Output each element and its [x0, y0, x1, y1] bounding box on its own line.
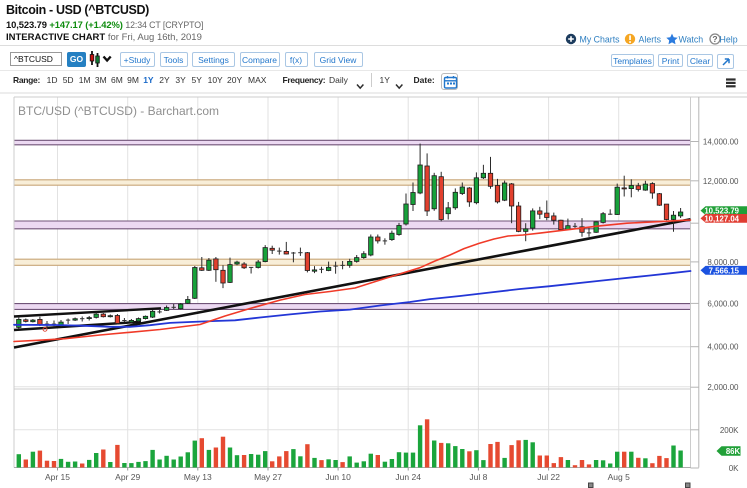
svg-text:Apr 29: Apr 29 — [115, 472, 140, 482]
svg-text:Help: Help — [720, 34, 738, 44]
svg-text:Jun 10: Jun 10 — [325, 472, 351, 482]
svg-text:8,000.00: 8,000.00 — [707, 258, 739, 267]
svg-text:?: ? — [712, 34, 717, 44]
svg-text:10,523.79: 10,523.79 — [704, 207, 739, 216]
svg-text:My Charts: My Charts — [580, 34, 621, 44]
svg-text:Alerts: Alerts — [639, 34, 662, 44]
svg-text:Jun 24: Jun 24 — [395, 472, 421, 482]
svg-text:6,000.00: 6,000.00 — [707, 299, 739, 308]
svg-text:86K: 86K — [726, 447, 741, 456]
svg-text:7,566.15: 7,566.15 — [709, 266, 740, 275]
svg-text:Watch: Watch — [679, 34, 704, 44]
svg-text:Jul 22: Jul 22 — [537, 472, 560, 482]
svg-text:Aug 5: Aug 5 — [608, 472, 630, 482]
svg-text:2,000.00: 2,000.00 — [707, 383, 739, 392]
svg-text:4,000.00: 4,000.00 — [707, 343, 739, 352]
svg-text:May 27: May 27 — [254, 472, 282, 482]
svg-text:14,000.00: 14,000.00 — [703, 138, 739, 147]
svg-text:BTC/USD (^BTCUSD) - Barchart.c: BTC/USD (^BTCUSD) - Barchart.com — [18, 104, 219, 118]
svg-text:0K: 0K — [729, 464, 739, 473]
svg-text:Apr 15: Apr 15 — [45, 472, 70, 482]
svg-text:10,127.04: 10,127.04 — [704, 214, 739, 223]
svg-text:Jul 8: Jul 8 — [469, 472, 487, 482]
svg-text:12,000.00: 12,000.00 — [703, 177, 739, 186]
svg-text:200K: 200K — [720, 426, 739, 435]
svg-text:May 13: May 13 — [184, 472, 212, 482]
